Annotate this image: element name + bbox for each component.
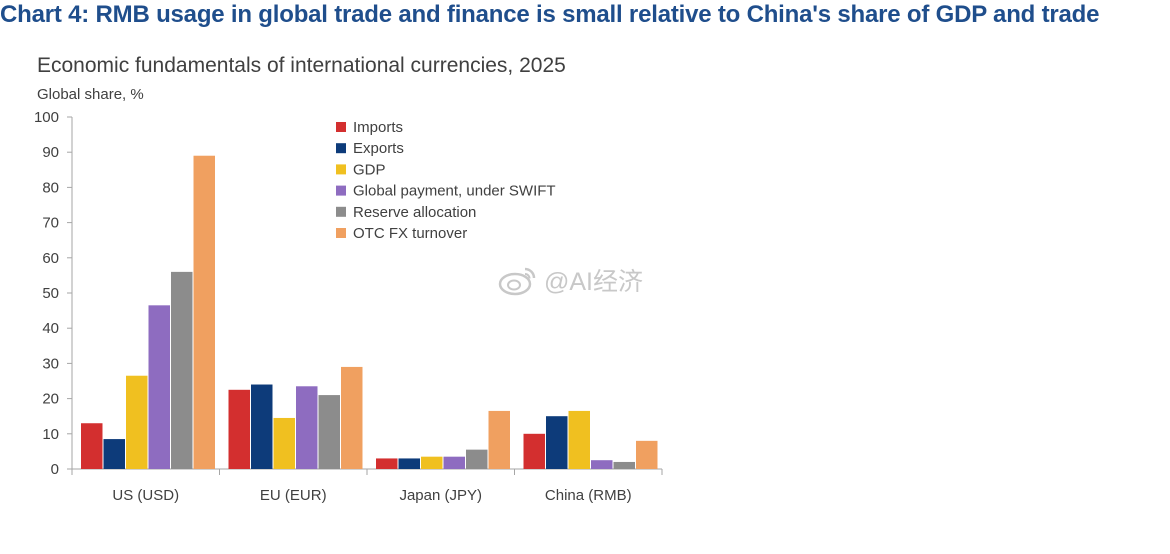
bar [193, 155, 215, 469]
watermark: @AI经济 [498, 262, 643, 298]
bar [636, 440, 658, 469]
chart-bars [81, 155, 658, 469]
legend-label: Imports [353, 119, 403, 136]
bar [546, 416, 568, 469]
bar [376, 458, 398, 469]
y-tick-label: 100 [34, 109, 59, 126]
legend-label: Reserve allocation [353, 204, 476, 221]
bar [318, 395, 340, 469]
bar [103, 439, 125, 469]
y-tick-label: 80 [42, 179, 59, 196]
legend-swatch [336, 164, 346, 175]
y-axis-label: Global share, % [37, 86, 144, 103]
legend-label: Global payment, under SWIFT [353, 183, 556, 200]
chart-axes: 0 10 20 30 40 50 60 70 80 90 100 US (USD) EU (EUR) Ja… [34, 109, 663, 504]
legend-label: Exports [353, 140, 404, 157]
y-tick-label: 40 [42, 320, 59, 337]
bar [398, 458, 420, 469]
bar [466, 449, 488, 469]
x-tick-label: China (RMB) [545, 487, 632, 504]
bar [296, 386, 318, 469]
bar [81, 423, 103, 469]
y-tick-label: 70 [42, 215, 59, 232]
bar [251, 384, 273, 469]
bar [421, 456, 443, 469]
bar [591, 460, 613, 469]
legend-swatch [336, 185, 346, 196]
bar [273, 417, 295, 469]
bar [171, 271, 193, 469]
chart-title: Economic fundamentals of international c… [37, 54, 566, 77]
legend-label: GDP [353, 161, 386, 178]
y-tick-label: 60 [42, 250, 59, 267]
page-title: Chart 4: RMB usage in global trade and f… [0, 1, 1100, 28]
bar [613, 461, 635, 469]
legend-swatch [336, 122, 346, 132]
bar [568, 410, 590, 469]
y-tick-label: 90 [42, 144, 59, 161]
y-tick-label: 10 [42, 426, 59, 443]
bar [228, 389, 250, 469]
bar [148, 305, 170, 469]
chart-legend: Imports Exports GDP Global payment, under S… [336, 119, 556, 242]
legend-swatch [336, 206, 346, 217]
legend-swatch [336, 228, 346, 238]
bar [341, 366, 363, 469]
x-tick-label: EU (EUR) [260, 487, 327, 504]
y-tick-label: 30 [42, 355, 59, 372]
y-tick-label: 20 [42, 391, 59, 408]
bar [523, 433, 545, 469]
watermark-text: @AI经济 [544, 268, 643, 296]
bar [488, 410, 510, 469]
x-tick-label: US (USD) [112, 487, 179, 504]
y-tick-label: 50 [42, 285, 59, 302]
bar [126, 375, 148, 469]
bar [443, 456, 465, 469]
legend-label: OTC FX turnover [353, 225, 467, 242]
x-tick-label: Japan (JPY) [399, 487, 482, 504]
weibo-icon [498, 267, 536, 296]
legend-swatch [336, 143, 346, 154]
y-tick-label: 0 [51, 461, 59, 478]
